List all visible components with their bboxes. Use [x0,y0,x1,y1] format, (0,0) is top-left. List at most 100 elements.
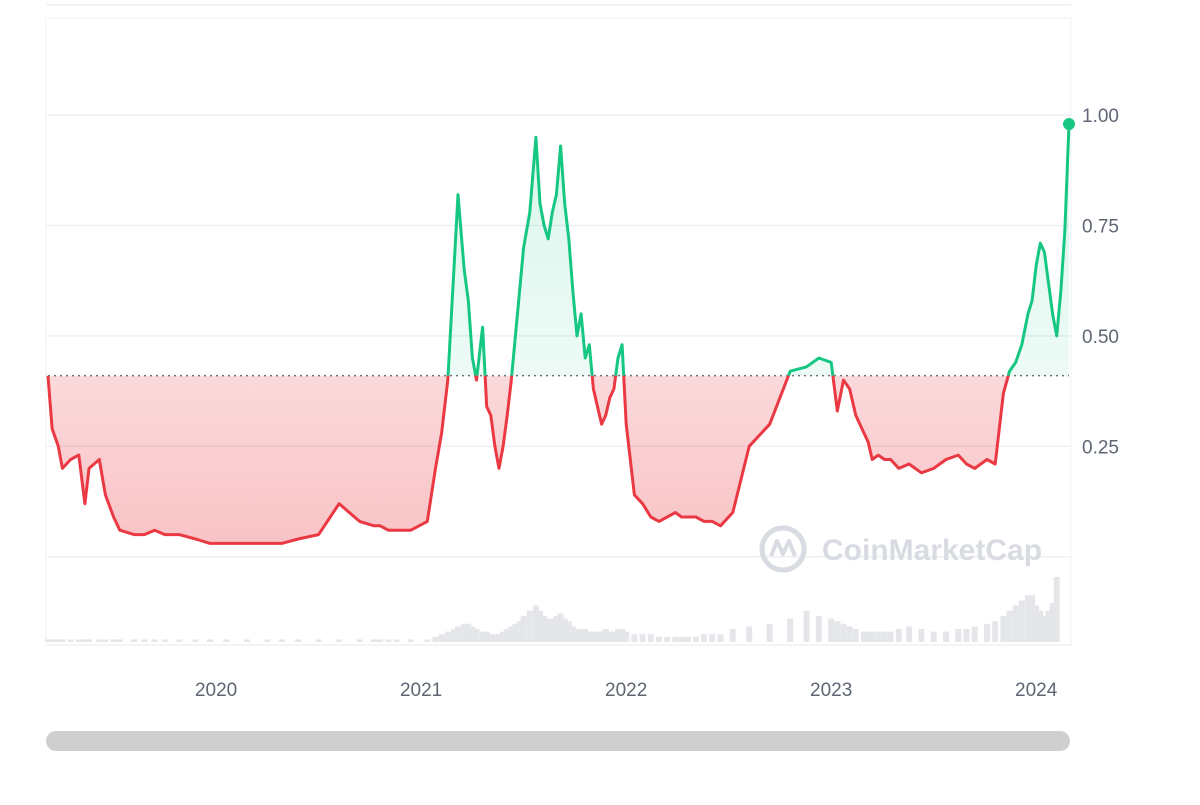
volume-bar [469,626,476,642]
volume-bar [895,629,902,642]
volume-bar [1000,616,1007,642]
volume-bar [672,636,679,642]
volume-bar [264,639,271,642]
volume-bar [846,626,853,642]
volume-bar [141,639,148,642]
y-tick-label: 0.75 [1082,217,1119,238]
volume-bar [647,634,654,642]
volume-bar [709,634,716,642]
volume-bar [67,639,74,642]
volume-bar [487,634,494,642]
volume-bar [664,636,671,642]
coinmarketcap-logo-icon [759,525,807,573]
time-range-scrollbar[interactable] [46,731,1070,751]
volume-bar [881,631,888,642]
volume-bar [450,629,457,642]
y-tick-label: 0.25 [1082,437,1119,458]
volume-bar [243,639,250,642]
volume-bar [578,629,585,642]
volume-bar [385,639,392,642]
volume-bars [45,577,1060,642]
volume-bar [407,639,414,642]
area-fill-below [48,375,1069,544]
volume-bar [1033,605,1040,642]
volume-bar [278,639,285,642]
volume-bar [840,623,847,642]
volume-bar [504,629,511,642]
volume-bar [500,631,507,642]
volume-bar [887,631,894,642]
volume-bar [692,636,699,642]
volume-bar [623,631,630,642]
volume-bar [508,626,515,642]
volume-bar [192,639,199,642]
x-axis-ticks: 2020 2021 2022 2023 2024 [195,680,1058,701]
volume-bar [102,639,109,642]
y-tick-label: 0.50 [1082,327,1119,348]
volume-bar [465,623,472,642]
y-axis-ticks: 0.25 0.50 0.75 1.00 [1082,106,1119,458]
volume-bar [963,629,970,642]
volume-bar [49,639,56,642]
price-line-above [48,123,1071,376]
volume-bar [545,618,552,642]
volume-bar [606,631,613,642]
volume-bar [565,621,572,642]
volume-bar [678,636,685,642]
volume-bar [875,631,882,642]
watermark-text: CoinMarketCap [822,534,1042,567]
volume-bar [336,639,343,642]
volume-bar [55,639,62,642]
volume-bar [1049,603,1056,642]
volume-bar [86,639,93,642]
volume-bar [717,634,724,642]
volume-bar [942,631,949,642]
volume-bar [594,631,601,642]
volume-bar [483,631,490,642]
volume-bar [602,629,609,642]
volume-bar [918,629,925,642]
volume-bar [393,639,400,642]
volume-bar [684,636,691,642]
volume-bar [455,626,462,642]
volume-bar [520,616,527,642]
volume-bar [610,631,617,642]
volume-bar [828,618,835,642]
volume-bar [631,634,638,642]
volume-bar [553,616,560,642]
volume-bar [701,634,708,642]
volume-bar [110,639,117,642]
volume-bar [569,626,576,642]
volume-bar [479,631,486,642]
volume-bar [586,631,593,642]
volume-bar [992,621,999,642]
watermark: CoinMarketCap [759,525,1042,573]
volume-bar [1018,600,1025,642]
volume-bar [746,626,753,642]
volume-bar [619,629,626,642]
last-price-point[interactable] [1063,117,1075,130]
volume-bar [356,639,363,642]
volume-bar [45,639,51,642]
price-lines [46,123,1071,545]
volume-bar [75,639,82,642]
volume-bar [865,631,872,642]
volume-bar [1024,595,1031,642]
volume-bar [561,618,568,642]
volume-bar [59,639,66,642]
volume-bar [131,639,138,642]
volume-bar [176,639,183,642]
volume-bar [424,639,431,642]
volume-bar [370,639,377,642]
volume-bar [1045,610,1052,642]
volume-bar [655,636,662,642]
volume-bar [590,631,597,642]
volume-bar [549,618,556,642]
x-tick-label: 2022 [605,680,647,701]
volume-bar [206,639,213,642]
volume-bar [377,639,384,642]
volume-bar [1037,610,1044,642]
volume-bar [815,616,822,642]
